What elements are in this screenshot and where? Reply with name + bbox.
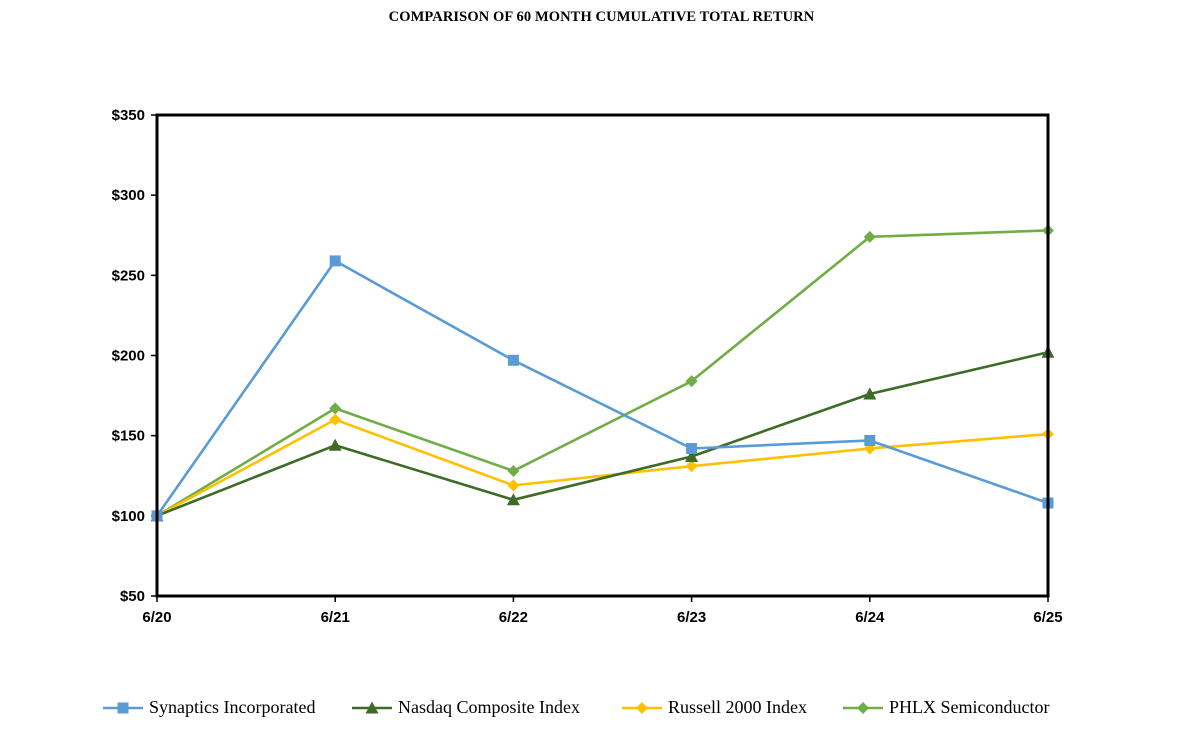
series-line-russell-2000-index: [156, 418, 1049, 517]
plot-frame: [155, 113, 1050, 598]
x-tick-label: 6/23: [677, 609, 706, 626]
series-layer: [150, 224, 1055, 522]
legend-label: Synaptics Incorporated: [149, 697, 316, 717]
y-axis-ticks: $50 $100 $150 $200 $250 $300 $350: [112, 107, 157, 605]
legend-swatch-marker: [117, 702, 129, 714]
legend-label: PHLX Semiconductor: [889, 697, 1050, 717]
y-tick-label: $250: [112, 267, 145, 284]
data-point-phlx-semiconductor: [507, 464, 520, 477]
legend: Synaptics Incorporated Nasdaq Composite I…: [0, 696, 1203, 720]
y-tick-label: $300: [112, 187, 145, 204]
data-point-russell-2000-index: [507, 479, 520, 492]
series-synaptics-incorporated: [151, 255, 1054, 522]
y-tick-label: $350: [112, 107, 145, 124]
data-point-nasdaq-composite-index: [685, 450, 699, 463]
x-axis-ticks: 6/20 6/21 6/22 6/23 6/24 6/25: [142, 596, 1063, 626]
data-point-synaptics-incorporated: [686, 442, 698, 454]
series-line-synaptics-incorporated: [155, 259, 1049, 517]
y-tick-label: $50: [120, 588, 145, 605]
x-tick-label: 6/24: [855, 609, 885, 626]
data-point-russell-2000-index: [329, 413, 342, 426]
legend-swatch-russell-2000-index: [622, 702, 662, 714]
legend-swatch-marker: [636, 702, 648, 714]
chart-title: COMPARISON OF 60 MONTH CUMULATIVE TOTAL …: [388, 9, 815, 25]
data-point-phlx-semiconductor: [329, 402, 342, 415]
y-tick-label: $200: [112, 348, 145, 365]
y-tick-label: $150: [112, 428, 145, 445]
series-line-nasdaq-composite-index: [156, 351, 1049, 518]
x-tick-label: 6/25: [1033, 609, 1062, 626]
series-nasdaq-composite-index: [150, 345, 1055, 522]
data-point-synaptics-incorporated: [507, 354, 519, 366]
legend-swatch-marker: [857, 702, 869, 714]
legend-swatch-synaptics-incorporated: [103, 702, 143, 714]
x-tick-label: 6/21: [321, 609, 350, 626]
legend-label: Russell 2000 Index: [668, 697, 807, 717]
data-point-nasdaq-composite-index: [328, 438, 342, 451]
legend-label: Nasdaq Composite Index: [398, 697, 580, 717]
legend-swatch-marker: [365, 701, 379, 714]
data-point-synaptics-incorporated: [864, 434, 876, 446]
data-point-nasdaq-composite-index: [863, 387, 877, 400]
data-point-russell-2000-index: [685, 460, 698, 473]
x-tick-label: 6/22: [499, 609, 528, 626]
data-point-phlx-semiconductor: [863, 230, 876, 243]
data-point-nasdaq-composite-index: [506, 493, 520, 506]
legend-swatch-phlx-semiconductor: [843, 702, 883, 714]
series-russell-2000-index: [151, 413, 1054, 522]
x-tick-label: 6/20: [142, 609, 171, 626]
data-point-synaptics-incorporated: [329, 255, 341, 267]
legend-swatch-nasdaq-composite-index: [352, 701, 392, 714]
series-line-phlx-semiconductor: [156, 229, 1049, 517]
data-point-phlx-semiconductor: [685, 375, 698, 388]
y-tick-label: $100: [112, 508, 145, 525]
